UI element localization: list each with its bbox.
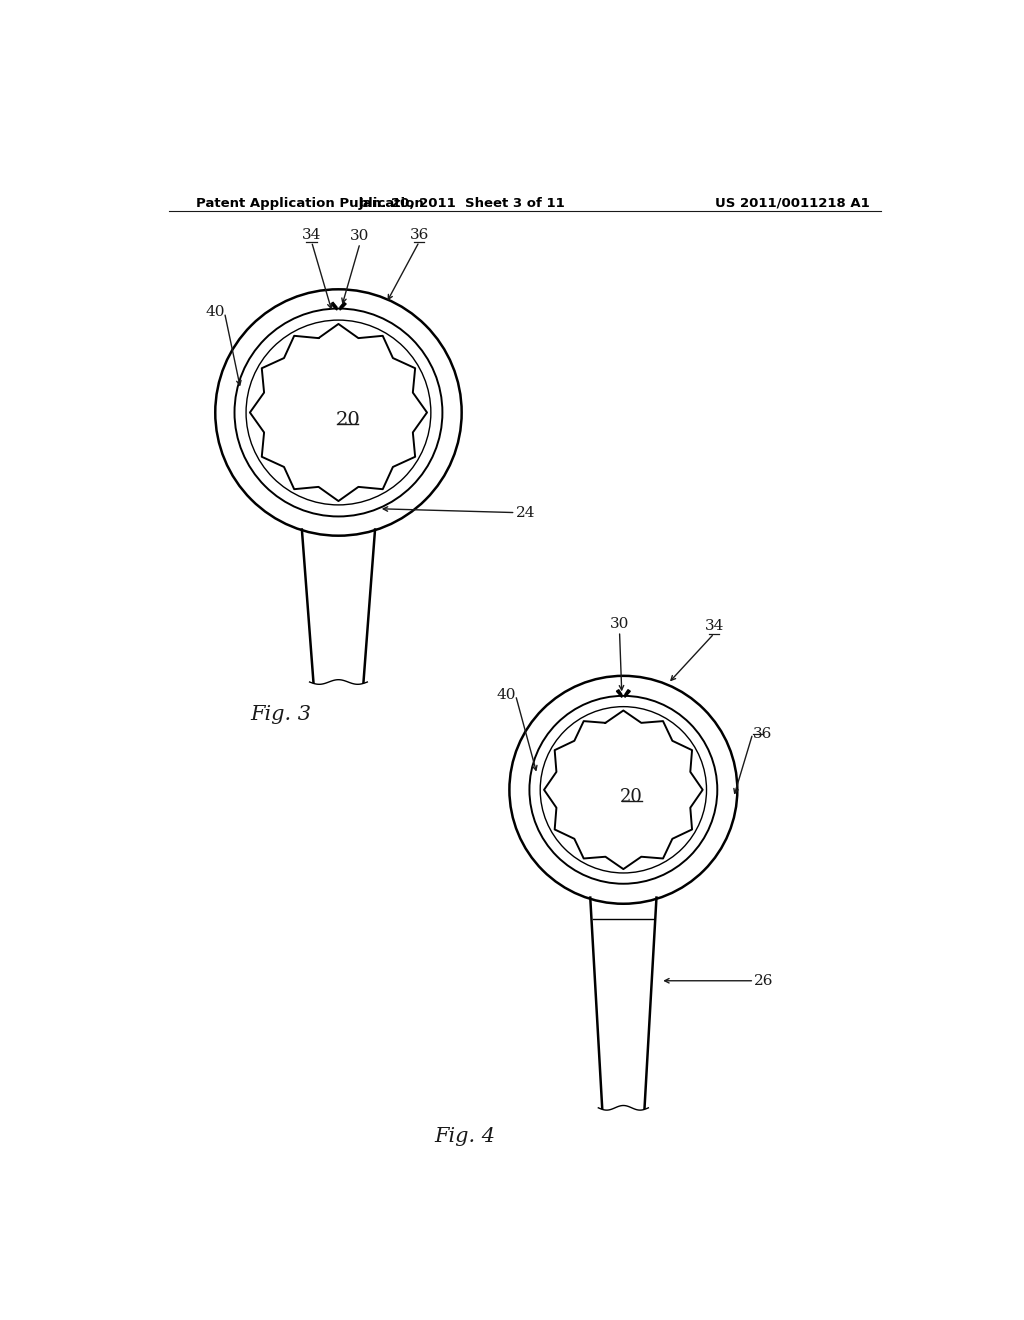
Text: 34: 34 [302, 227, 322, 242]
Text: 36: 36 [753, 726, 772, 741]
Polygon shape [331, 302, 337, 310]
Text: Fig. 4: Fig. 4 [435, 1127, 496, 1146]
Text: Patent Application Publication: Patent Application Publication [196, 197, 424, 210]
Text: 30: 30 [610, 618, 629, 631]
Text: 20: 20 [620, 788, 642, 807]
Text: 34: 34 [705, 619, 724, 634]
Text: 30: 30 [350, 230, 370, 243]
Text: 40: 40 [496, 688, 515, 702]
Text: US 2011/0011218 A1: US 2011/0011218 A1 [715, 197, 869, 210]
Polygon shape [340, 302, 346, 310]
Polygon shape [616, 689, 622, 697]
Text: 26: 26 [755, 974, 774, 987]
Text: 36: 36 [410, 227, 429, 242]
Polygon shape [625, 689, 631, 697]
Text: 40: 40 [205, 305, 224, 319]
Text: Jan. 20, 2011  Sheet 3 of 11: Jan. 20, 2011 Sheet 3 of 11 [358, 197, 565, 210]
Text: 20: 20 [335, 412, 360, 429]
Text: Fig. 3: Fig. 3 [250, 705, 311, 725]
Text: 24: 24 [515, 506, 536, 520]
